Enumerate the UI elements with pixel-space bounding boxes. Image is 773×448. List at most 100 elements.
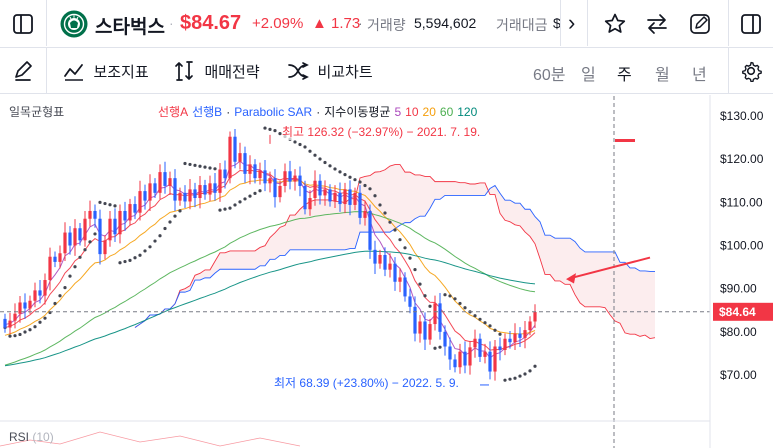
- candle: [258, 162, 262, 185]
- sar-dot: [323, 160, 327, 165]
- last-price-label: $84.64: [719, 305, 756, 319]
- indicators-button[interactable]: 보조지표: [63, 60, 149, 82]
- pencil-icon[interactable]: [12, 60, 34, 82]
- compare-button[interactable]: 비교차트: [287, 60, 373, 82]
- sar-dot: [308, 149, 312, 153]
- candle-body: [208, 183, 212, 195]
- candle-body: [238, 153, 242, 162]
- candle: [23, 293, 27, 319]
- rsi-label[interactable]: RSI (10): [9, 430, 54, 444]
- candle-body: [308, 198, 312, 210]
- sar-dot: [213, 167, 217, 171]
- candle-body: [183, 192, 187, 202]
- settings-icon[interactable]: [740, 60, 762, 82]
- header-divider-4: [728, 0, 729, 46]
- sar-dot: [108, 203, 112, 207]
- sar-dot: [328, 164, 332, 168]
- symbol-name[interactable]: 스타벅스: [95, 17, 165, 38]
- timeframe-60min[interactable]: 60분: [533, 67, 566, 84]
- candle: [48, 247, 52, 291]
- turnover-value: $: [553, 15, 561, 31]
- candle: [148, 174, 152, 211]
- panel-right-icon[interactable]: [740, 13, 762, 35]
- chevron-right-icon[interactable]: ›: [568, 10, 576, 35]
- sar-dot: [483, 321, 487, 325]
- price-chart[interactable]: $130.00 $120.00 $110.00 $100.00 $90.00 $80.00…: [0, 95, 773, 448]
- candle: [398, 268, 402, 293]
- sar-dot: [478, 317, 482, 321]
- candle-body: [463, 351, 467, 366]
- candle: [123, 201, 127, 231]
- legend-item: Parabolic SAR: [234, 105, 313, 119]
- sar-dot: [398, 238, 402, 242]
- star-icon[interactable]: [603, 12, 627, 36]
- sar-dot: [233, 203, 237, 207]
- sar-dot: [273, 129, 277, 133]
- timeframe-week[interactable]: 주: [617, 67, 632, 84]
- sar-dot: [58, 294, 62, 298]
- candle-body: [228, 136, 232, 179]
- sar-dot: [258, 189, 262, 193]
- candle-body: [353, 192, 357, 205]
- candle-body: [478, 338, 482, 357]
- candle-body: [418, 321, 422, 334]
- candle-body: [118, 210, 122, 235]
- candle: [238, 142, 242, 170]
- candle: [43, 273, 47, 305]
- sidebar-toggle-icon[interactable]: [12, 13, 34, 35]
- sar-dot: [38, 320, 42, 324]
- sar-dot: [448, 294, 452, 298]
- candle-body: [268, 178, 272, 184]
- y-tick-label: $130.00: [720, 109, 764, 123]
- candle-body: [413, 306, 417, 334]
- candle-body: [73, 228, 77, 246]
- y-tick-label: $70.00: [720, 368, 757, 382]
- sar-dot: [383, 211, 387, 215]
- candle: [528, 316, 532, 336]
- candle: [68, 226, 72, 255]
- indicator-title[interactable]: 일목균형표: [9, 105, 65, 119]
- candle: [8, 312, 12, 334]
- candle: [18, 296, 22, 323]
- header-divider-3: [587, 0, 588, 46]
- candle: [98, 209, 102, 265]
- candle-body: [483, 351, 487, 357]
- candle: [103, 235, 107, 260]
- sar-dot: [458, 301, 462, 306]
- sar-dot: [363, 183, 367, 188]
- candle: [488, 341, 492, 380]
- sar-dot: [373, 194, 377, 198]
- candle: [288, 160, 292, 190]
- sar-dot: [408, 256, 412, 260]
- candle-body: [458, 351, 462, 368]
- candle-body: [388, 263, 392, 270]
- indicator-legend[interactable]: 선행A 선행B · Parabolic SAR · 지수이동평균 5 10 20 60 120: [158, 103, 481, 120]
- candle-body: [13, 313, 17, 321]
- current-price: $84.67: [180, 12, 242, 34]
- candle: [33, 282, 37, 308]
- candle: [403, 272, 407, 302]
- edit-icon[interactable]: [688, 12, 712, 36]
- candle-body: [128, 204, 132, 221]
- candle-body: [113, 218, 117, 235]
- sar-dot: [523, 372, 527, 376]
- change-percent: +2.09%: [252, 15, 304, 32]
- timeframe-month[interactable]: 월: [655, 67, 670, 84]
- candle-body: [108, 218, 112, 241]
- timeframe-year[interactable]: 년: [692, 67, 707, 84]
- sar-dot: [183, 161, 187, 166]
- candle: [133, 196, 137, 220]
- candle: [248, 155, 252, 185]
- candle-body: [173, 178, 177, 201]
- candle-body: [78, 228, 82, 241]
- legend-item: 20: [422, 105, 436, 119]
- compare-arrows-icon[interactable]: [645, 12, 669, 36]
- sar-dot: [443, 293, 447, 297]
- strategy-button[interactable]: 매매전략: [174, 60, 260, 82]
- candle: [518, 327, 522, 347]
- candle: [153, 178, 157, 199]
- timeframe-day[interactable]: 일: [581, 67, 596, 84]
- candle-body: [513, 333, 517, 343]
- volume-label: 거래량: [367, 17, 406, 33]
- candle-body: [338, 192, 342, 205]
